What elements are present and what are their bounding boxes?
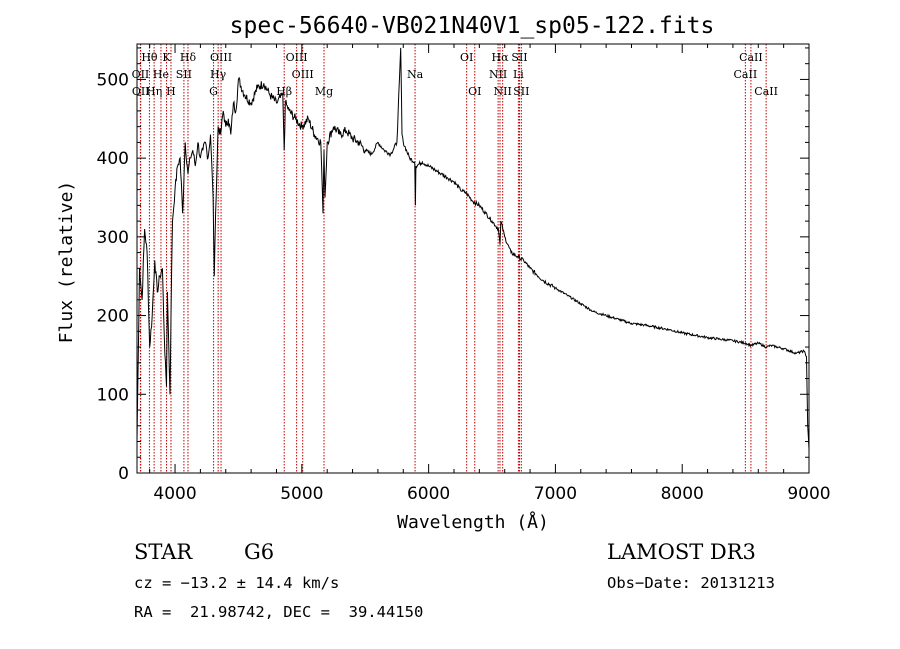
x-tick-label: 7000 <box>534 484 577 504</box>
line-label: He <box>153 68 169 81</box>
line-label: SII <box>511 51 527 64</box>
x-tick-label: 9000 <box>787 484 830 504</box>
object-subclass: G6 <box>244 540 275 564</box>
coordinates: RA = 21.98742, DEC = 39.44150 <box>134 603 424 621</box>
line-label: H <box>166 85 176 98</box>
y-tick-label: 400 <box>97 149 129 169</box>
x-tick-label: 8000 <box>661 484 704 504</box>
survey-name: LAMOST DR3 <box>607 540 756 564</box>
line-label: OII <box>132 85 150 98</box>
line-label: Na <box>407 68 424 81</box>
line-label: G <box>209 85 218 98</box>
spectral-line-markers <box>139 44 767 473</box>
y-axis-ticks: 0 100 200 300 400 500 <box>97 47 809 484</box>
x-tick-label: 5000 <box>280 484 323 504</box>
y-tick-label: 200 <box>97 307 129 327</box>
line-label: Hη <box>146 85 162 98</box>
line-label: Hδ <box>180 51 197 64</box>
y-tick-label: 300 <box>97 228 129 248</box>
line-label: SII <box>513 85 529 98</box>
line-label: CaII <box>734 68 758 81</box>
line-label: Hγ <box>210 68 227 81</box>
line-label: OIII <box>292 68 314 81</box>
x-tick-label: 6000 <box>407 484 450 504</box>
line-label: NII <box>489 68 507 81</box>
x-axis-label: Wavelength (Å) <box>397 511 549 533</box>
y-axis-label: Flux (relative) <box>56 181 77 344</box>
line-label: Hθ <box>141 51 158 64</box>
y-tick-label: 100 <box>97 385 129 405</box>
line-label: OII <box>132 68 150 81</box>
line-label: OI <box>460 51 473 64</box>
line-label: NII <box>494 85 512 98</box>
redshift-velocity: cz = −13.2 ± 14.4 km/s <box>134 574 340 592</box>
line-label: CaII <box>739 51 763 64</box>
spectrum-line <box>136 47 810 450</box>
chart-title: spec-56640-VB021N40V1_sp05-122.fits <box>230 13 715 39</box>
line-label: OIII <box>286 51 308 64</box>
line-label: Li <box>513 68 524 81</box>
line-label: Hα <box>491 51 509 64</box>
object-class: STAR <box>134 540 193 564</box>
line-label: Hβ <box>276 85 292 98</box>
line-label: SII <box>176 68 192 81</box>
y-tick-label: 0 <box>118 464 129 484</box>
line-label: K <box>162 51 171 64</box>
line-label: OIII <box>210 51 232 64</box>
y-tick-label: 500 <box>97 70 129 90</box>
line-label: Mg <box>315 85 333 98</box>
x-tick-label: 4000 <box>153 484 196 504</box>
line-label: OI <box>468 85 481 98</box>
plot-frame <box>136 43 810 474</box>
observation-date: Obs−Date: 20131213 <box>607 574 775 592</box>
x-axis-ticks: 4000 5000 6000 7000 8000 9000 <box>149 44 831 504</box>
line-label: CaII <box>754 85 778 98</box>
